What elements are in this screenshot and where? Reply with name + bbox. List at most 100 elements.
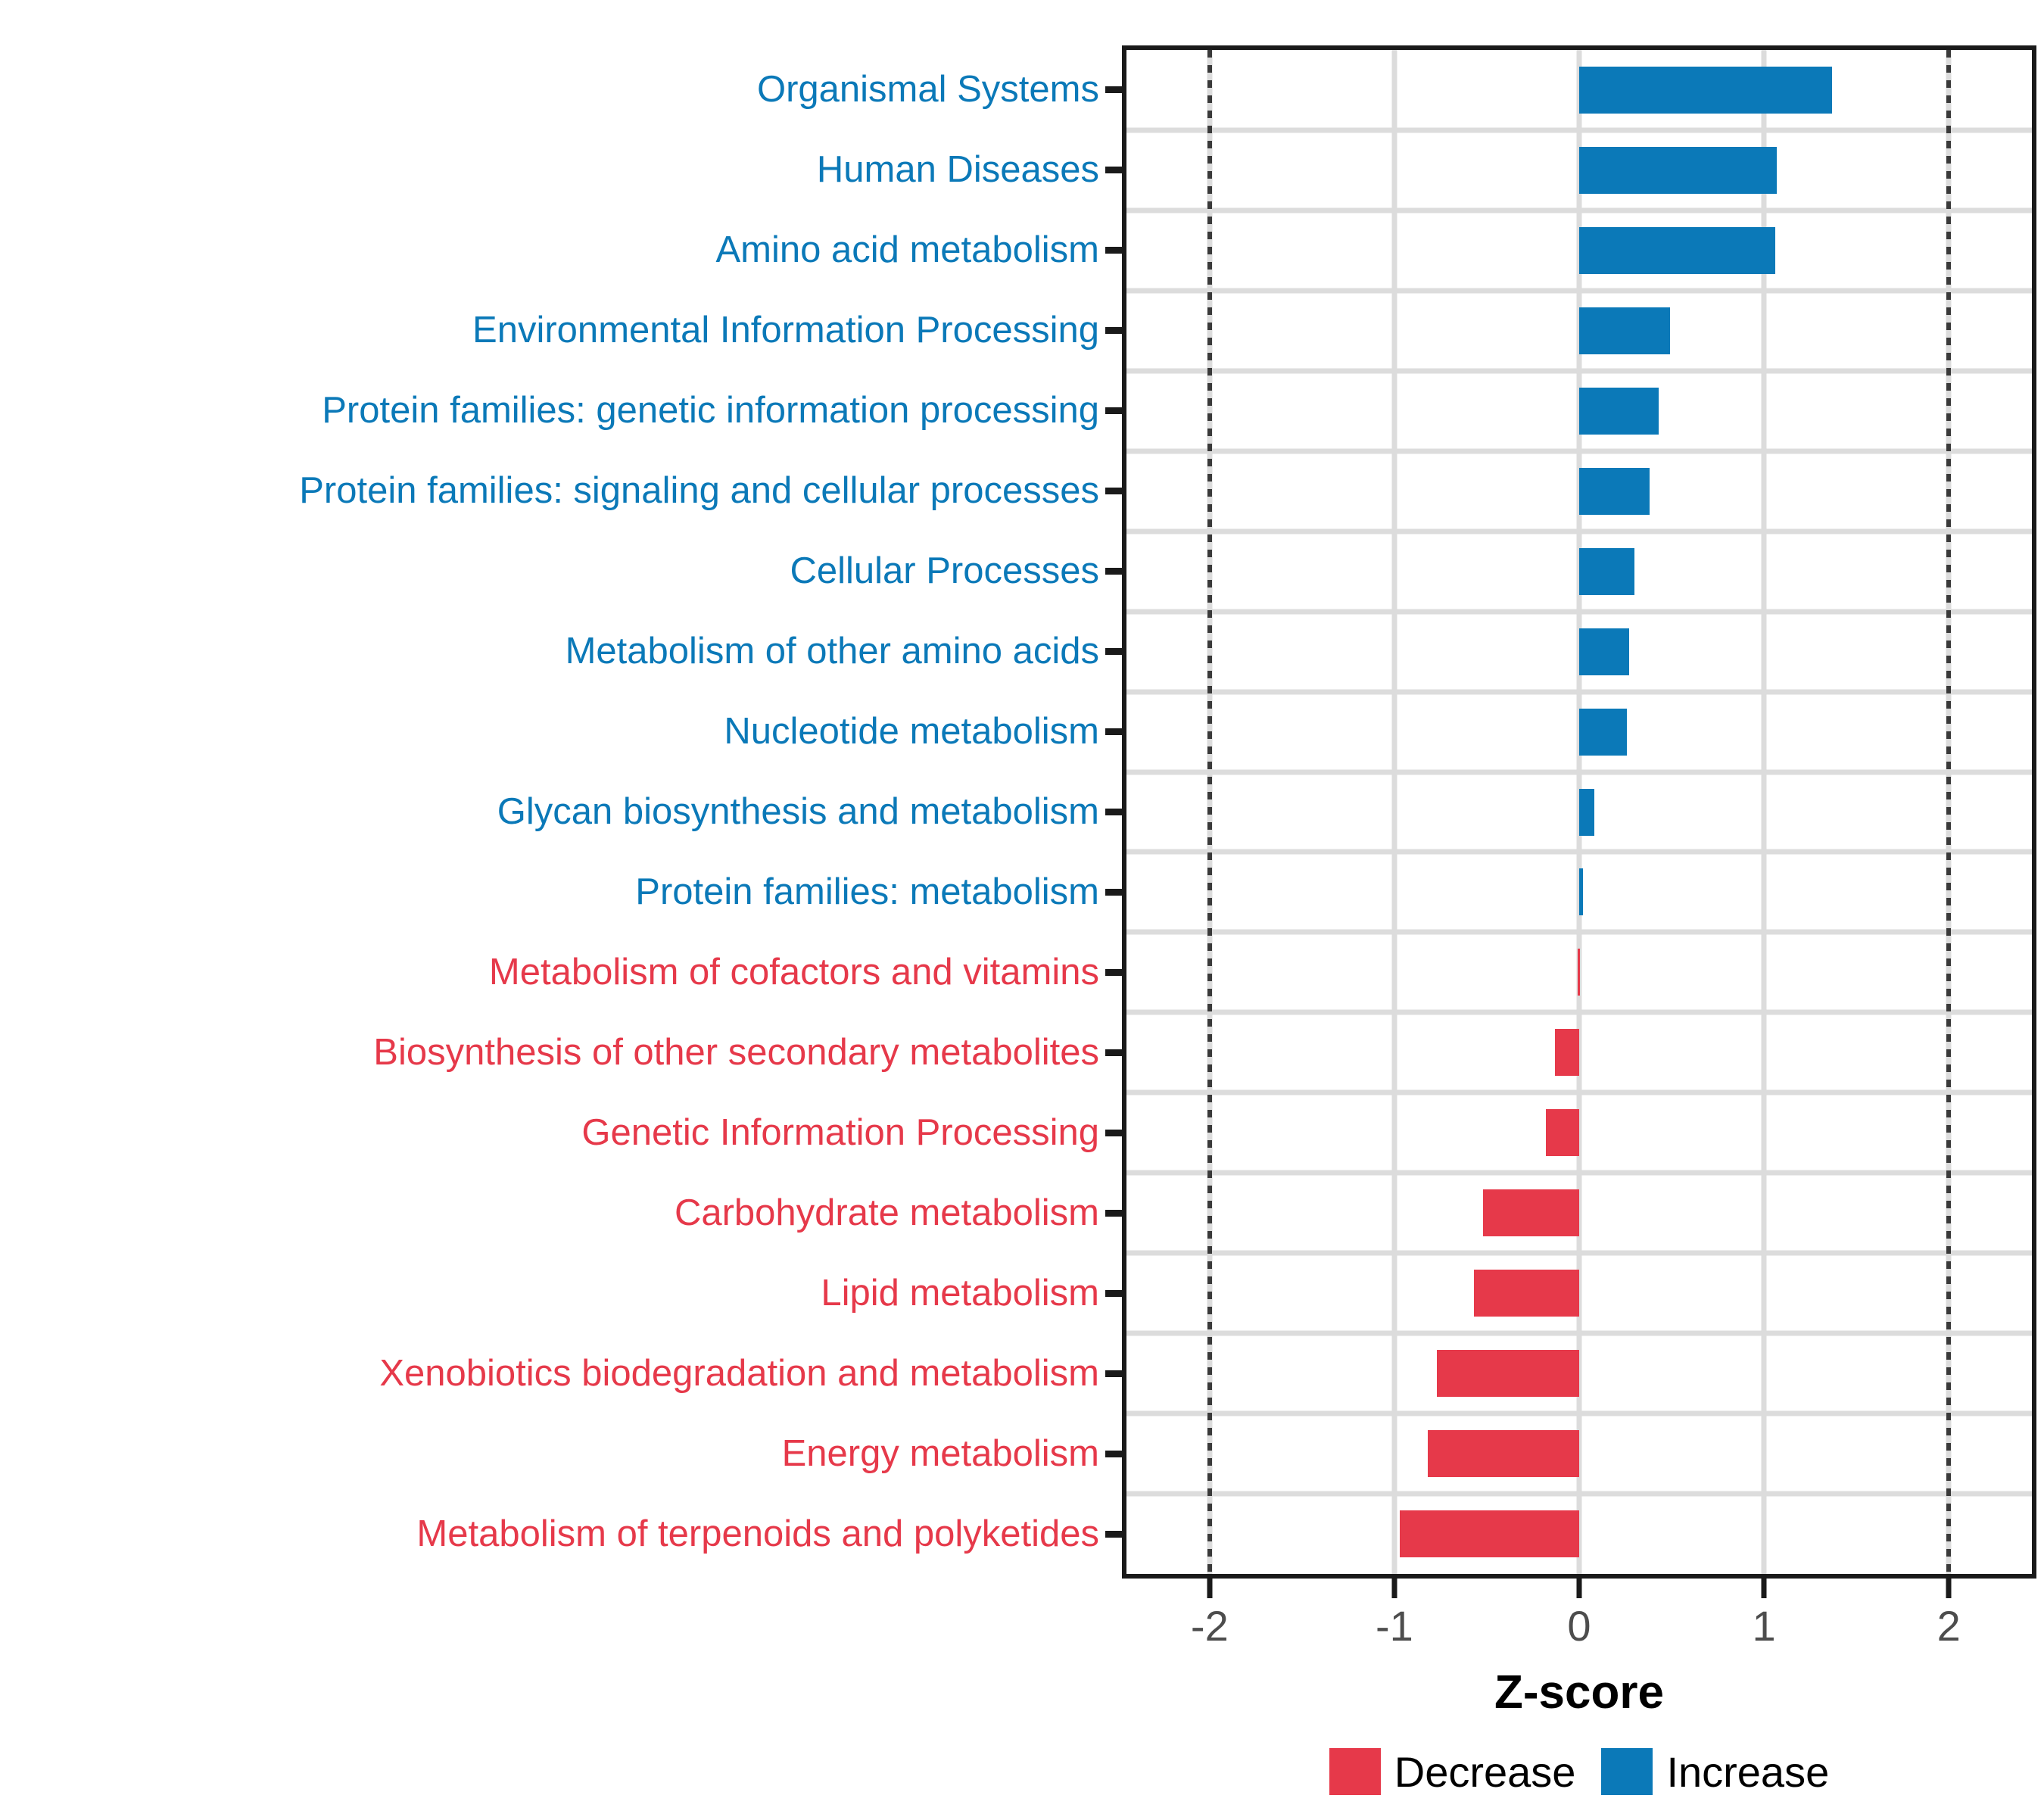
y-axis-tick-mark bbox=[1105, 888, 1122, 896]
x-axis-tick-mark bbox=[1946, 1579, 1952, 1598]
y-axis-tick-label: Amino acid metabolism bbox=[715, 229, 1099, 271]
x-axis-tick-label: 2 bbox=[1937, 1602, 1961, 1650]
horizontal-gridline bbox=[1126, 528, 2032, 535]
horizontal-gridline bbox=[1126, 609, 2032, 615]
y-axis-tick-label: Metabolism of other amino acids bbox=[565, 631, 1099, 672]
y-axis-tick-label: Genetic Information Processing bbox=[581, 1111, 1099, 1153]
bar bbox=[1579, 467, 1650, 515]
legend-label: Decrease bbox=[1394, 1747, 1576, 1796]
y-axis-tick-label: Protein families: signaling and cellular… bbox=[299, 470, 1099, 512]
y-axis-tick-row: Glycan biosynthesis and metabolism bbox=[0, 789, 1122, 836]
y-axis-tick-label: Nucleotide metabolism bbox=[724, 711, 1099, 753]
y-axis-tick-row: Amino acid metabolism bbox=[0, 227, 1122, 274]
horizontal-gridline bbox=[1126, 448, 2032, 454]
bar bbox=[1579, 868, 1583, 916]
y-axis-tick-row: Environmental Information Processing bbox=[0, 307, 1122, 354]
horizontal-gridline bbox=[1126, 207, 2032, 213]
y-axis-tick-mark bbox=[1105, 648, 1122, 656]
horizontal-gridline bbox=[1126, 368, 2032, 374]
y-axis-tick-mark bbox=[1105, 327, 1122, 335]
horizontal-gridline bbox=[1126, 288, 2032, 294]
x-axis-tick-mark bbox=[1391, 1579, 1397, 1598]
y-axis-tick-mark bbox=[1105, 809, 1122, 815]
x-axis-tick-label: 0 bbox=[1567, 1602, 1591, 1650]
y-axis-tick-row: Carbohydrate metabolism bbox=[0, 1189, 1122, 1236]
bar bbox=[1473, 1270, 1579, 1317]
y-axis-tick-label: Protein families: metabolism bbox=[635, 871, 1099, 912]
y-axis-tick-mark bbox=[1105, 1129, 1122, 1136]
bar bbox=[1437, 1350, 1579, 1398]
y-axis-tick-mark bbox=[1105, 728, 1122, 736]
y-axis-tick-label: Lipid metabolism bbox=[821, 1272, 1099, 1314]
x-axis: -2 -1 0 1 2 bbox=[1122, 1579, 2036, 1685]
y-axis-tick-label: Organismal Systems bbox=[756, 69, 1099, 111]
y-axis-tick-row: Metabolism of cofactors and vitamins bbox=[0, 949, 1122, 996]
y-axis-tick-row: Nucleotide metabolism bbox=[0, 709, 1122, 756]
bar bbox=[1579, 788, 1594, 836]
bar bbox=[1427, 1430, 1579, 1478]
y-axis-tick-row: Genetic Information Processing bbox=[0, 1109, 1122, 1156]
y-axis-tick-mark bbox=[1105, 86, 1122, 94]
vertical-gridline--1 bbox=[1391, 50, 1397, 1574]
bar bbox=[1483, 1189, 1579, 1237]
y-axis-labels: Organismal Systems Human Diseases Amino ac… bbox=[0, 45, 1122, 1579]
x-axis-tick-mark bbox=[1207, 1579, 1213, 1598]
y-axis-tick-mark bbox=[1105, 1209, 1122, 1217]
y-axis-tick-mark bbox=[1105, 968, 1122, 976]
legend-swatch-increase bbox=[1601, 1748, 1653, 1795]
y-axis-tick-row: Protein families: signaling and cellular… bbox=[0, 468, 1122, 515]
y-axis-tick-mark bbox=[1105, 488, 1122, 495]
bar bbox=[1579, 387, 1659, 435]
horizontal-gridline bbox=[1126, 769, 2032, 775]
horizontal-gridline bbox=[1126, 849, 2032, 855]
bar bbox=[1579, 628, 1629, 675]
horizontal-gridline bbox=[1126, 1009, 2032, 1015]
y-axis-tick-mark bbox=[1105, 1289, 1122, 1297]
plot-panel bbox=[1122, 45, 2036, 1579]
y-axis-tick-mark bbox=[1105, 407, 1122, 415]
bar bbox=[1400, 1510, 1579, 1558]
y-axis-tick-label: Metabolism of terpenoids and polyketides bbox=[416, 1513, 1099, 1554]
y-axis-tick-mark bbox=[1105, 1370, 1122, 1377]
y-axis-tick-row: Metabolism of other amino acids bbox=[0, 628, 1122, 675]
x-axis-tick-mark bbox=[1761, 1579, 1767, 1598]
bar bbox=[1546, 1109, 1579, 1157]
y-axis-tick-row: Organismal Systems bbox=[0, 67, 1122, 114]
x-axis-tick-mark bbox=[1576, 1579, 1582, 1598]
y-axis-tick-label: Metabolism of cofactors and vitamins bbox=[488, 951, 1099, 993]
y-axis-tick-row: Xenobiotics biodegradation and metabolis… bbox=[0, 1350, 1122, 1397]
y-axis-tick-label: Carbohydrate metabolism bbox=[674, 1192, 1099, 1233]
y-axis-tick-mark bbox=[1105, 167, 1122, 174]
bar bbox=[1579, 708, 1628, 756]
horizontal-gridline bbox=[1126, 1410, 2032, 1417]
legend-item-increase[interactable]: Increase bbox=[1601, 1747, 1829, 1797]
bar bbox=[1555, 1029, 1579, 1077]
y-axis-tick-label: Biosynthesis of other secondary metaboli… bbox=[373, 1031, 1099, 1073]
bar bbox=[1579, 226, 1775, 274]
y-axis-tick-label: Xenobiotics biodegradation and metabolis… bbox=[379, 1352, 1099, 1394]
plot-inner bbox=[1126, 50, 2032, 1574]
horizontal-gridline bbox=[1126, 1250, 2032, 1256]
bar bbox=[1579, 547, 1635, 595]
y-axis-tick-row: Metabolism of terpenoids and polyketides bbox=[0, 1510, 1122, 1557]
reference-line--2 bbox=[1207, 50, 1212, 1574]
horizontal-gridline bbox=[1126, 127, 2032, 133]
y-axis-tick-row: Cellular Processes bbox=[0, 548, 1122, 595]
y-axis-tick-mark bbox=[1105, 247, 1122, 254]
x-axis-tick-label: -2 bbox=[1190, 1602, 1229, 1650]
x-axis-tick-label: 1 bbox=[1752, 1602, 1776, 1650]
y-axis-tick-row: Energy metabolism bbox=[0, 1430, 1122, 1477]
x-axis-title: Z-score bbox=[1494, 1666, 1664, 1719]
legend-label: Increase bbox=[1666, 1747, 1830, 1796]
horizontal-gridline bbox=[1126, 929, 2032, 935]
y-axis-tick-label: Protein families: genetic information pr… bbox=[322, 390, 1099, 432]
x-axis-tick-label: -1 bbox=[1376, 1602, 1413, 1650]
y-axis-tick-row: Human Diseases bbox=[0, 147, 1122, 194]
y-axis-tick-label: Cellular Processes bbox=[790, 550, 1100, 592]
bar bbox=[1579, 307, 1670, 354]
legend-item-decrease[interactable]: Decrease bbox=[1329, 1747, 1576, 1797]
y-axis-tick-mark bbox=[1105, 1450, 1122, 1457]
y-axis-tick-mark bbox=[1105, 1530, 1122, 1538]
bar bbox=[1579, 66, 1833, 114]
y-axis-tick-label: Human Diseases bbox=[816, 149, 1099, 191]
